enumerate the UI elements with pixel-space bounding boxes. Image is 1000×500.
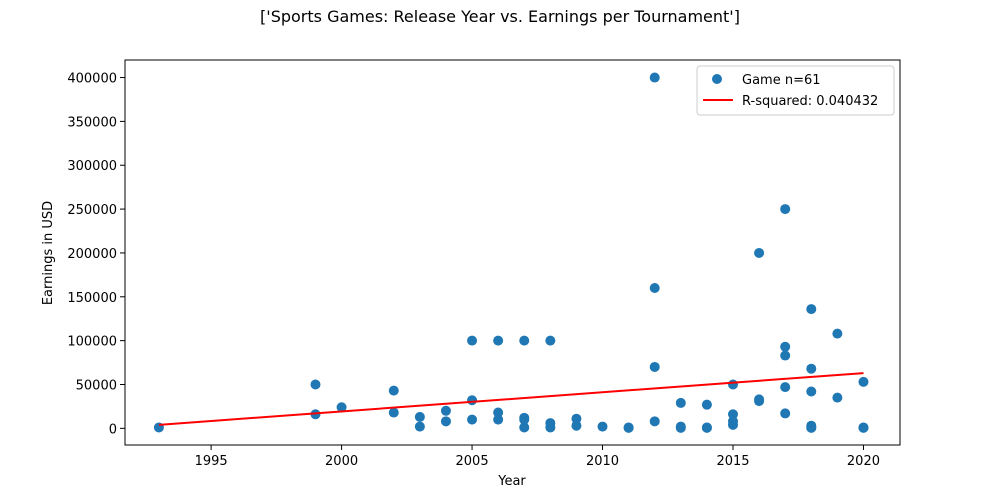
y-tick-label: 300000 [67, 159, 117, 174]
data-point [467, 414, 478, 425]
x-axis-label: Year [497, 474, 526, 489]
data-point [519, 422, 530, 433]
y-tick-label: 0 [109, 422, 117, 437]
data-point [519, 335, 530, 346]
x-tick-label: 2000 [325, 454, 358, 469]
legend-box [696, 65, 895, 116]
y-tick-label: 400000 [67, 72, 117, 87]
data-point [727, 379, 738, 390]
data-point [780, 382, 791, 393]
data-point [780, 204, 791, 215]
legend-label-line: R-squared: 0.040432 [742, 94, 878, 109]
data-point [388, 407, 399, 418]
data-point [493, 335, 504, 346]
data-point [780, 341, 791, 352]
data-point [806, 422, 817, 433]
x-tick-label: 2020 [847, 454, 880, 469]
data-point [649, 416, 660, 427]
data-point [336, 402, 347, 413]
data-point [649, 72, 660, 83]
data-point [388, 385, 399, 396]
data-point [754, 396, 765, 407]
data-point [780, 350, 791, 361]
data-point [440, 405, 451, 416]
data-point [806, 363, 817, 374]
y-tick-label: 150000 [67, 291, 117, 306]
data-point [649, 283, 660, 294]
x-tick-label: 2005 [456, 454, 489, 469]
data-point [675, 422, 686, 433]
data-point [414, 411, 425, 422]
trend-line-group [158, 372, 864, 426]
data-point [754, 247, 765, 258]
data-point [467, 335, 478, 346]
data-point [701, 399, 712, 410]
y-tick-label: 50000 [76, 378, 117, 393]
y-tick-label: 100000 [67, 335, 117, 350]
x-tick-label: 1995 [195, 454, 228, 469]
data-point [727, 409, 738, 420]
data-point [675, 397, 686, 408]
data-point [545, 335, 556, 346]
data-point [493, 414, 504, 425]
data-point [414, 421, 425, 432]
legend: Game n=61 R-squared: 0.040432 [696, 65, 895, 116]
data-point [780, 408, 791, 419]
data-point [649, 361, 660, 372]
x-tick-label: 2015 [716, 454, 749, 469]
data-point [571, 420, 582, 431]
data-point [832, 328, 843, 339]
data-point [467, 395, 478, 406]
legend-label-scatter: Game n=61 [742, 73, 821, 88]
y-tick-label: 250000 [67, 203, 117, 218]
x-tick-label: 2010 [586, 454, 619, 469]
x-axis: 1995 2000 2005 2010 2015 2020 [195, 445, 880, 469]
data-point [858, 422, 869, 433]
data-point [519, 414, 530, 425]
scatter-points [153, 72, 869, 433]
data-point [493, 407, 504, 418]
data-point [545, 422, 556, 433]
data-point [623, 422, 634, 433]
data-point [440, 416, 451, 427]
trend-line [158, 372, 864, 426]
data-point [806, 304, 817, 315]
data-point [597, 421, 608, 432]
legend-marker-scatter [712, 74, 722, 84]
y-tick-label: 350000 [67, 115, 117, 130]
data-point [310, 379, 321, 390]
chart-title: ['Sports Games: Release Year vs. Earning… [260, 7, 740, 26]
data-point [727, 419, 738, 430]
data-point [832, 392, 843, 403]
y-axis-label: Earnings in USD [41, 201, 56, 305]
y-axis: 0 50000 100000 150000 200000 250000 300000 3500… [67, 72, 125, 437]
data-point [701, 422, 712, 433]
data-point [571, 413, 582, 424]
data-point [806, 386, 817, 397]
data-point [858, 376, 869, 387]
y-tick-label: 200000 [67, 247, 117, 262]
